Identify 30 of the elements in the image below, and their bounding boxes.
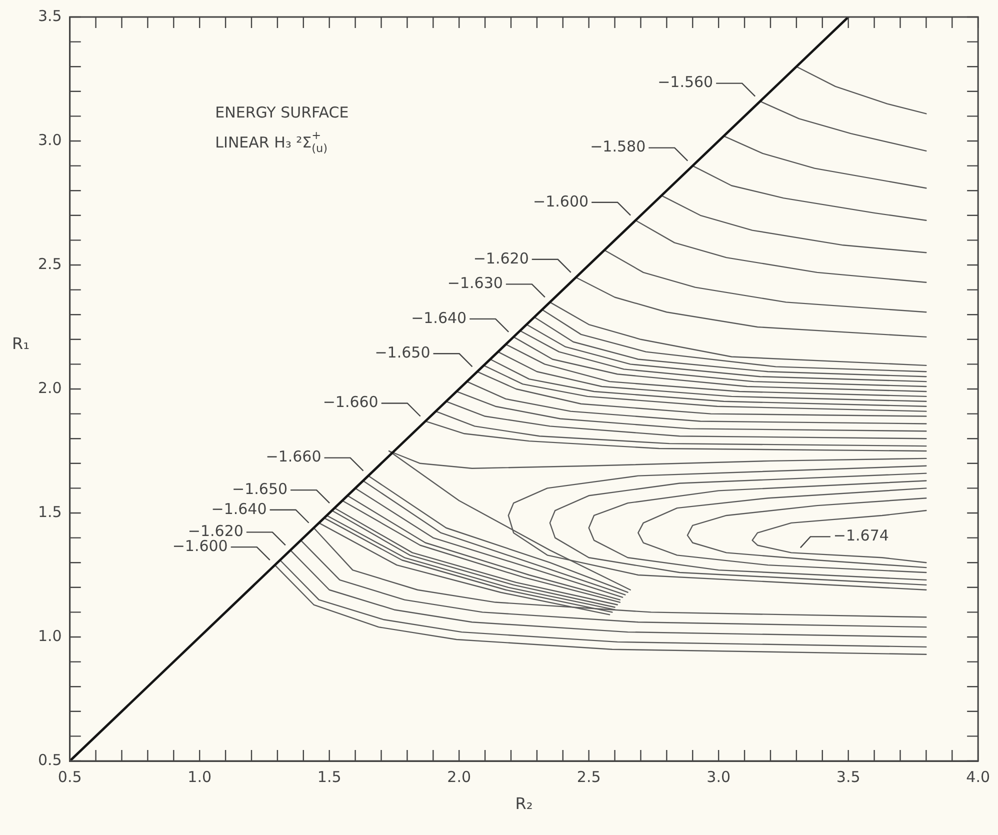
x-tick-label: 0.5 (58, 768, 82, 786)
annotation: −1.660 (322, 393, 378, 412)
text: ENERGY SURFACE (215, 103, 349, 122)
y-tick-label: 1.5 (38, 502, 62, 521)
y-tick-label: 0.5 (38, 750, 62, 769)
annotation: −1.640 (211, 500, 267, 518)
annotation: −1.600 (533, 192, 589, 210)
y-tick-label: 2.0 (38, 378, 62, 397)
x-axis-title: R₂ (515, 794, 533, 813)
annotation: −1.620 (473, 249, 529, 268)
x-tick-label: 1.0 (188, 768, 212, 786)
y-tick-label: 2.5 (38, 254, 62, 273)
annotation: −1.580 (590, 138, 646, 156)
x-tick-label: 3.5 (836, 768, 860, 786)
annotation: −1.630 (447, 274, 503, 292)
y-tick-label: 3.5 (38, 6, 62, 25)
x-tick-label: 4.0 (966, 768, 990, 786)
annotation: −1.650 (374, 344, 430, 362)
y-tick-label: 1.0 (38, 626, 62, 645)
y-axis-title: R₁ (12, 334, 30, 353)
annotation: −1.674 (833, 526, 889, 545)
y-tick-label: 3.0 (38, 130, 62, 149)
annotation: −1.650 (232, 480, 288, 498)
annotation: −1.640 (411, 308, 467, 327)
x-tick-label: 2.5 (576, 768, 601, 786)
x-tick-label: 1.5 (317, 768, 342, 786)
x-tick-label: 3.0 (706, 768, 731, 786)
x-tick-label: 2.0 (447, 768, 472, 786)
annotation: −1.660 (266, 448, 322, 466)
annotation: −1.560 (658, 73, 714, 92)
